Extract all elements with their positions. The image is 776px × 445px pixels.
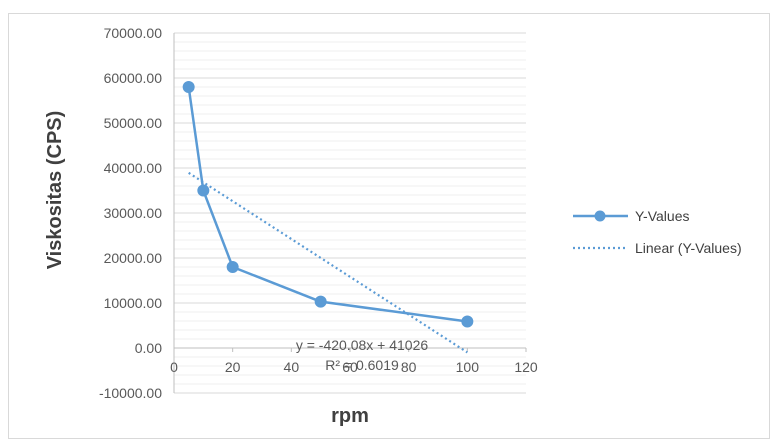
legend-item-linear: Linear (Y-Values) (573, 240, 742, 256)
y-tick-label: 30000.00 (104, 205, 163, 221)
y-tick-label: 60000.00 (104, 70, 163, 86)
y-tick-label: 20000.00 (104, 250, 163, 266)
x-tick-label: 0 (170, 359, 178, 375)
x-axis-title: rpm (331, 405, 369, 427)
y-tick-label: -10000.00 (99, 385, 162, 401)
y-tick-label: 70000.00 (104, 25, 163, 41)
y-axis-title: Viskositas (CPS) (44, 111, 66, 270)
data-point (226, 261, 239, 273)
legend-marker-y-values (594, 210, 606, 222)
y-tick-label: 50000.00 (104, 115, 163, 131)
x-tick-label: 120 (514, 359, 538, 375)
x-tick-label: 20 (225, 359, 241, 375)
trendline-equation: y = -420.08x + 41026 (296, 337, 429, 353)
trendline-r-squared: R² = 0.6019 (325, 357, 399, 373)
y-tick-label: 0.00 (135, 340, 162, 356)
legend-label-linear: Linear (Y-Values) (635, 240, 742, 256)
data-point (182, 81, 195, 93)
chart-frame (8, 13, 770, 439)
tick-labels: -10000.000.0010000.0020000.0030000.00400… (99, 25, 538, 401)
data-point (197, 184, 210, 197)
x-tick-label: 40 (284, 359, 300, 375)
x-tick-label: 60 (342, 359, 358, 375)
legend-label-y-values: Y-Values (635, 208, 689, 224)
x-tick-label: 100 (456, 359, 480, 375)
legend-item-y-values: Y-Values (573, 208, 689, 224)
data-point (314, 295, 327, 308)
data-point (461, 315, 474, 328)
legend: Y-Values Linear (Y-Values) (573, 208, 742, 256)
trendline-linear (188, 171, 468, 354)
x-tick-label: 80 (401, 359, 417, 375)
axes (173, 33, 527, 393)
series (182, 81, 474, 354)
y-tick-label: 40000.00 (104, 160, 163, 176)
y-tick-label: 10000.00 (104, 295, 163, 311)
